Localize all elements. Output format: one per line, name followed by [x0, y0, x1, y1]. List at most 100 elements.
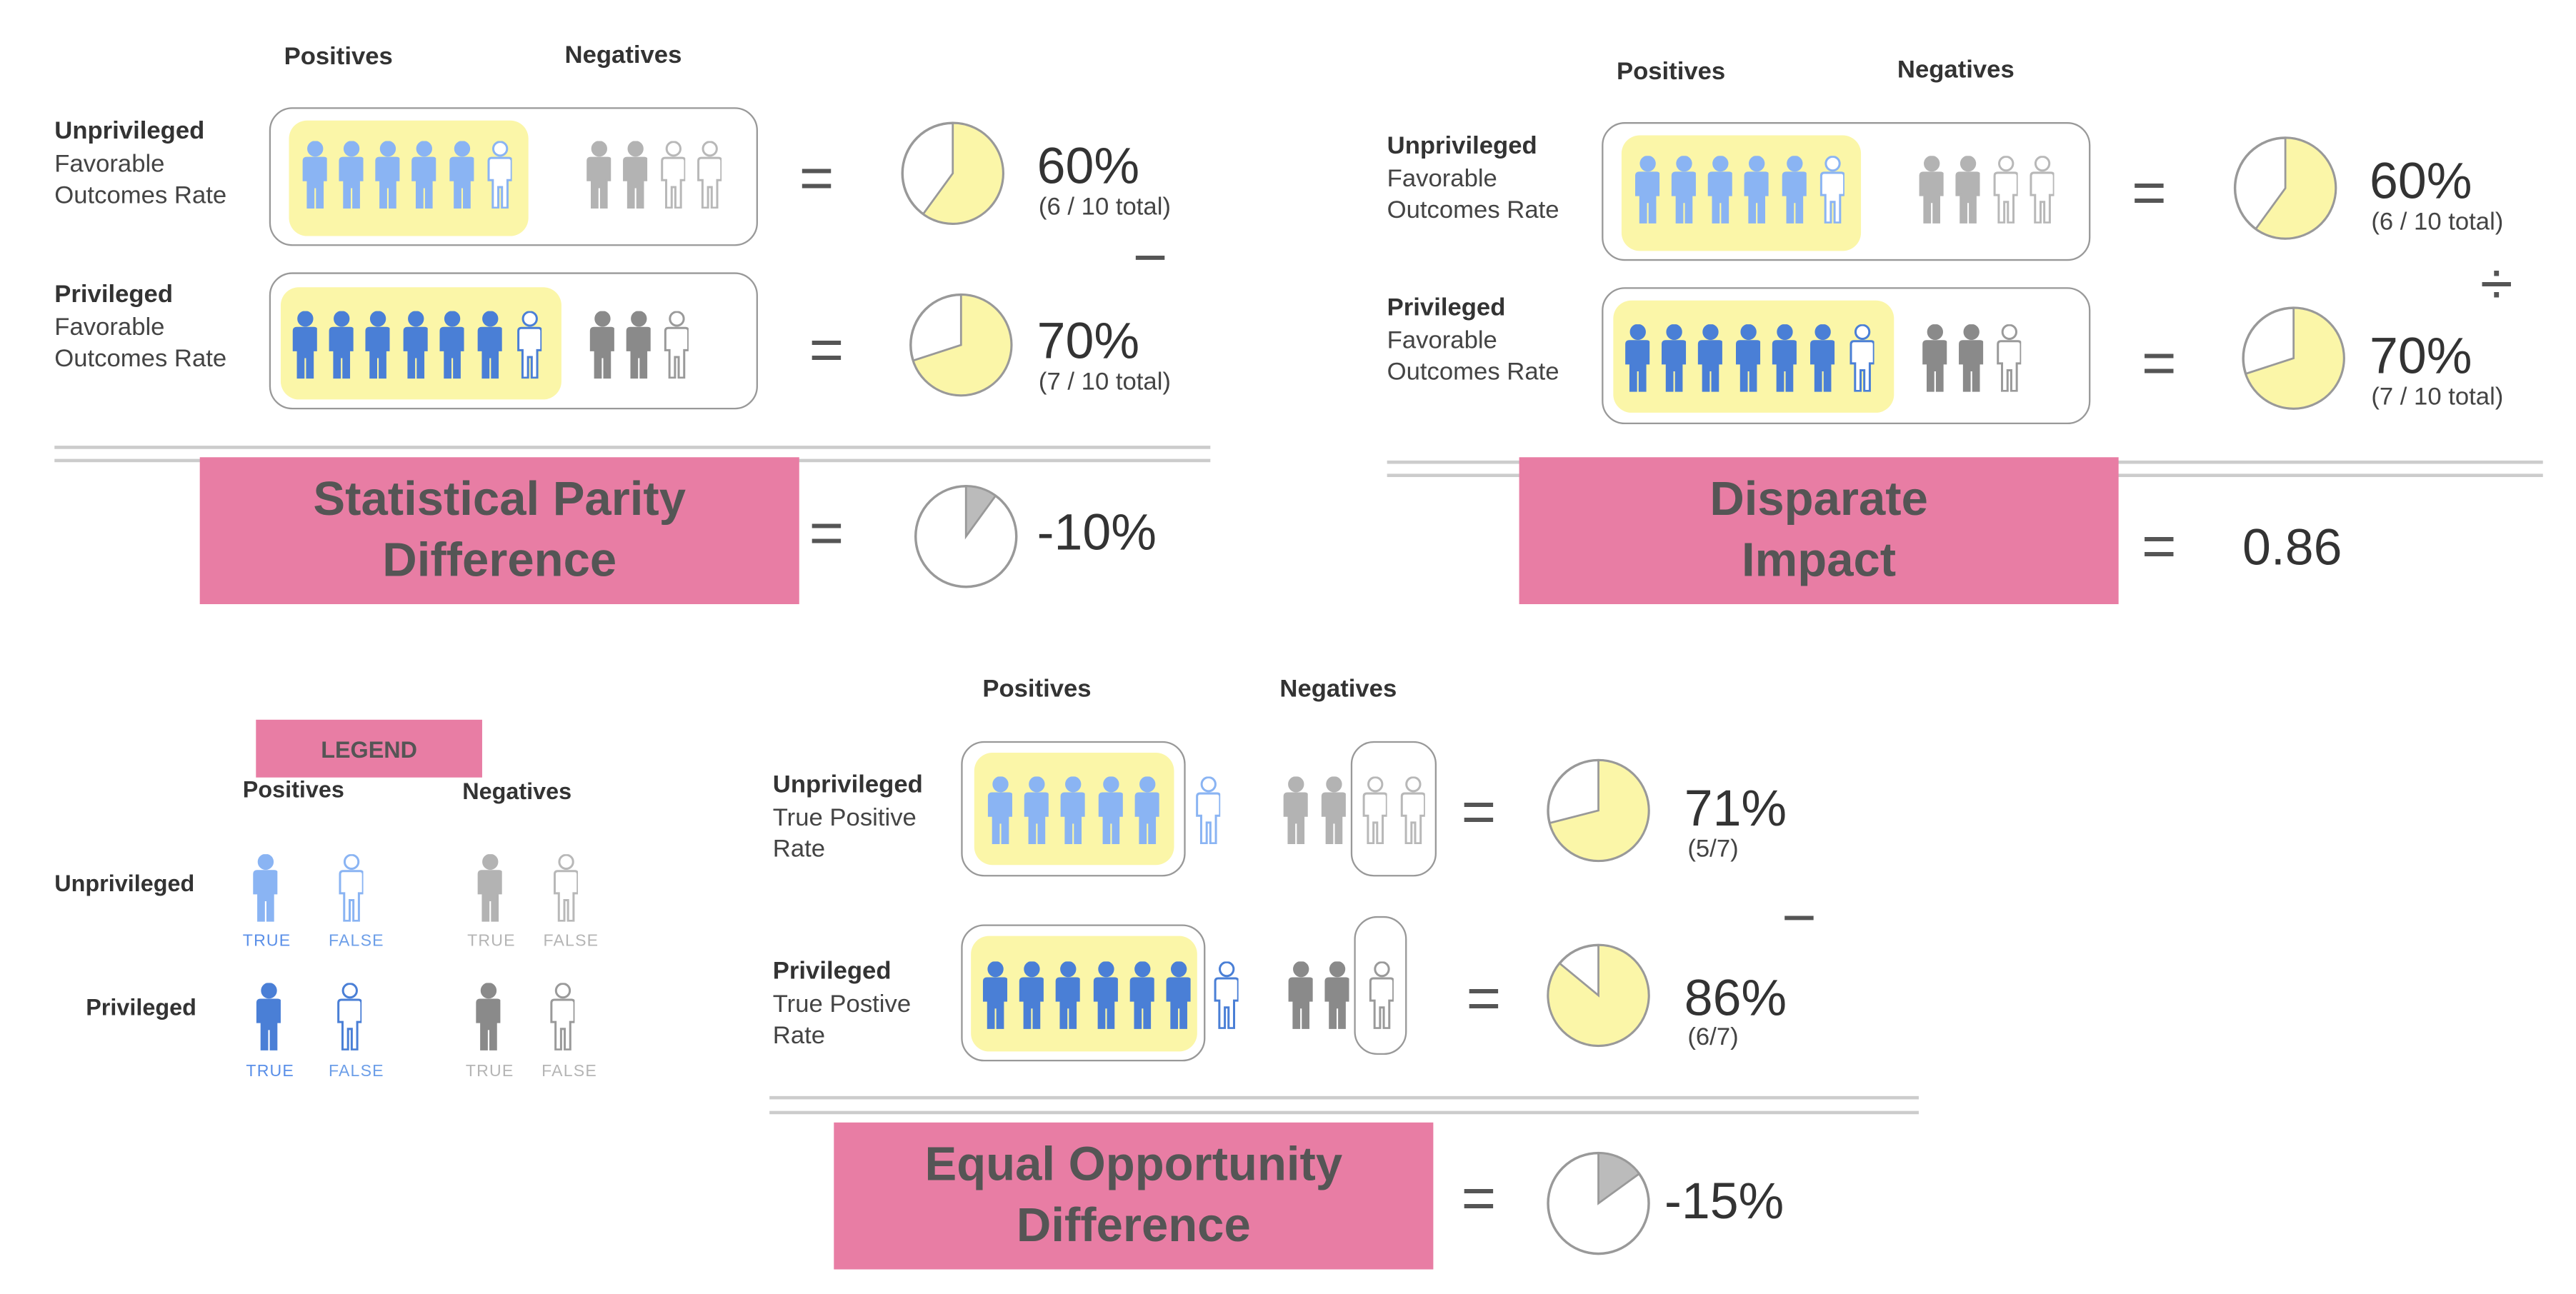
spd-result-pie — [913, 483, 1019, 597]
spd-unpriv-person-icon-10 — [695, 136, 722, 211]
eod-unpriv-equals: = — [1461, 777, 1497, 846]
legend-unpriv-person-icon-2 — [337, 848, 364, 924]
spd-unpriv-label-bold: Unprivileged — [54, 117, 205, 146]
di-priv-person-icon-9 — [1957, 319, 1983, 394]
di-result-value: 0.86 — [2242, 518, 2342, 576]
di-unpriv-person-icon-1 — [1633, 150, 1659, 226]
spd-negatives-header: Negatives — [564, 41, 682, 70]
spd-minus-operator: − — [1132, 223, 1168, 291]
spd-priv-person-icon-10 — [662, 306, 689, 381]
eod-priv-person-icon-3 — [1054, 956, 1080, 1031]
pie-slice — [922, 121, 1004, 225]
spd-unpriv-box — [269, 107, 758, 246]
eod-unpriv-person-icon-9 — [1361, 771, 1387, 846]
spd-priv-person-icon-9 — [624, 306, 651, 381]
pie-slice — [2254, 136, 2337, 240]
spd-unpriv-person-icon-5 — [447, 136, 474, 211]
spd-priv-person-icon-6 — [476, 306, 502, 381]
eod-unpriv-person-icon-3 — [1059, 771, 1085, 846]
spd-result-title-line2: Difference — [382, 533, 617, 587]
di-unpriv-frac: (6 / 10 total) — [2371, 208, 2504, 236]
legend-title: LEGEND — [256, 719, 482, 778]
legend-neg-unpriv-true-label: TRUE — [467, 932, 516, 951]
eod-priv-person-icon-1 — [981, 956, 1007, 1031]
eod-priv-person-icon-9 — [1323, 956, 1349, 1031]
eod-result-pie — [1546, 1150, 1652, 1264]
eod-priv-person-icon-5 — [1128, 956, 1154, 1031]
spd-result-equals: = — [809, 498, 844, 566]
eod-unpriv-person-icon-8 — [1319, 771, 1346, 846]
spd-priv-label: Privileged Favorable Outcomes Rate — [54, 279, 226, 376]
spd-result-box: Statistical Parity Difference — [199, 457, 799, 605]
legend-priv-person-icon-4 — [548, 977, 574, 1053]
spd-priv-box — [269, 272, 758, 410]
eod-result-box: Equal Opportunity Difference — [834, 1122, 1434, 1270]
eod-priv-label-line2: Rate — [772, 1021, 826, 1050]
di-unpriv-person-icon-9 — [1992, 150, 2018, 226]
spd-priv-person-icon-3 — [364, 306, 390, 381]
di-unpriv-person-icon-4 — [1742, 150, 1769, 226]
eod-unpriv-label-line2: Rate — [772, 835, 826, 863]
eod-result-title-line2: Difference — [1016, 1199, 1251, 1253]
legend-unpriv-person-icon-4 — [551, 848, 578, 924]
spd-result-title: Statistical Parity Difference — [313, 470, 686, 592]
eod-unpriv-person-icon-4 — [1097, 771, 1123, 846]
eod-unpriv-fn-box — [1350, 741, 1437, 877]
eod-result-equals: = — [1461, 1163, 1497, 1232]
spd-unpriv-person-icon-6 — [486, 136, 512, 211]
eod-priv-label-bold: Privileged — [772, 957, 892, 985]
legend-negatives-header: Negatives — [462, 777, 572, 804]
di-priv-person-icon-6 — [1808, 319, 1834, 394]
eod-unpriv-pie — [1546, 758, 1652, 871]
spd-unpriv-label-line2: Outcomes Rate — [54, 181, 227, 210]
di-result-title: Disparate Impact — [1709, 470, 1928, 592]
eod-priv-pct: 86% — [1684, 968, 1787, 1027]
di-priv-label-line2: Outcomes Rate — [1387, 358, 1559, 386]
eod-unpriv-frac: (5/7) — [1687, 835, 1739, 863]
eod-priv-highlight — [971, 936, 1197, 1052]
spd-unpriv-person-icon-1 — [301, 136, 327, 211]
spd-priv-label-line1: Favorable — [54, 313, 165, 341]
di-unpriv-label: Unprivileged Favorable Outcomes Rate — [1387, 131, 1559, 227]
di-unpriv-person-icon-8 — [1954, 150, 1980, 226]
legend-neg-priv-false-label: FALSE — [541, 1063, 597, 1082]
spd-unpriv-label-line1: Favorable — [54, 149, 165, 178]
eod-priv-person-icon-8 — [1287, 956, 1313, 1031]
spd-priv-pie — [908, 292, 1014, 406]
di-result-title-line2: Impact — [1742, 533, 1897, 587]
legend-priv-person-icon-3 — [474, 977, 500, 1053]
di-unpriv-label-line2: Outcomes Rate — [1387, 196, 1559, 225]
spd-priv-person-icon-4 — [401, 306, 428, 381]
legend-positives-header: Positives — [242, 776, 344, 803]
spd-unpriv-person-icon-3 — [373, 136, 399, 211]
pie-slice — [912, 294, 1013, 396]
pie-slice — [1547, 943, 1650, 1047]
di-priv-person-icon-4 — [1734, 319, 1760, 394]
legend-priv-true-label: TRUE — [246, 1063, 294, 1082]
spd-unpriv-equals: = — [799, 144, 834, 211]
di-unpriv-box — [1602, 122, 2091, 261]
di-result-equals: = — [2142, 511, 2177, 580]
spd-priv-label-bold: Privileged — [54, 280, 174, 309]
spd-unpriv-person-icon-9 — [659, 136, 685, 211]
eod-priv-frac: (6/7) — [1687, 1023, 1739, 1052]
di-priv-person-icon-3 — [1696, 319, 1722, 394]
di-priv-person-icon-10 — [1995, 319, 2021, 394]
eod-priv-label: Privileged True Postive Rate — [773, 956, 911, 1052]
di-priv-person-icon-5 — [1770, 319, 1797, 394]
di-priv-label: Privileged Favorable Outcomes Rate — [1387, 292, 1559, 388]
pie-slice — [964, 485, 997, 540]
di-priv-label-line1: Favorable — [1387, 326, 1497, 354]
di-unpriv-person-icon-6 — [1818, 150, 1844, 226]
spd-unpriv-person-icon-7 — [584, 136, 611, 211]
spd-unpriv-label: Unprivileged Favorable Outcomes Rate — [54, 116, 226, 212]
di-priv-frac: (7 / 10 total) — [2371, 383, 2504, 411]
di-priv-person-icon-2 — [1659, 319, 1686, 394]
pie-slice — [2244, 306, 2345, 410]
di-unpriv-person-icon-7 — [1917, 150, 1944, 226]
spd-positives-header: Positives — [284, 43, 393, 71]
spd-priv-person-icon-2 — [327, 306, 354, 381]
spd-priv-person-icon-7 — [515, 306, 541, 381]
di-priv-person-icon-8 — [1920, 319, 1947, 394]
eod-priv-pie — [1546, 943, 1652, 1056]
